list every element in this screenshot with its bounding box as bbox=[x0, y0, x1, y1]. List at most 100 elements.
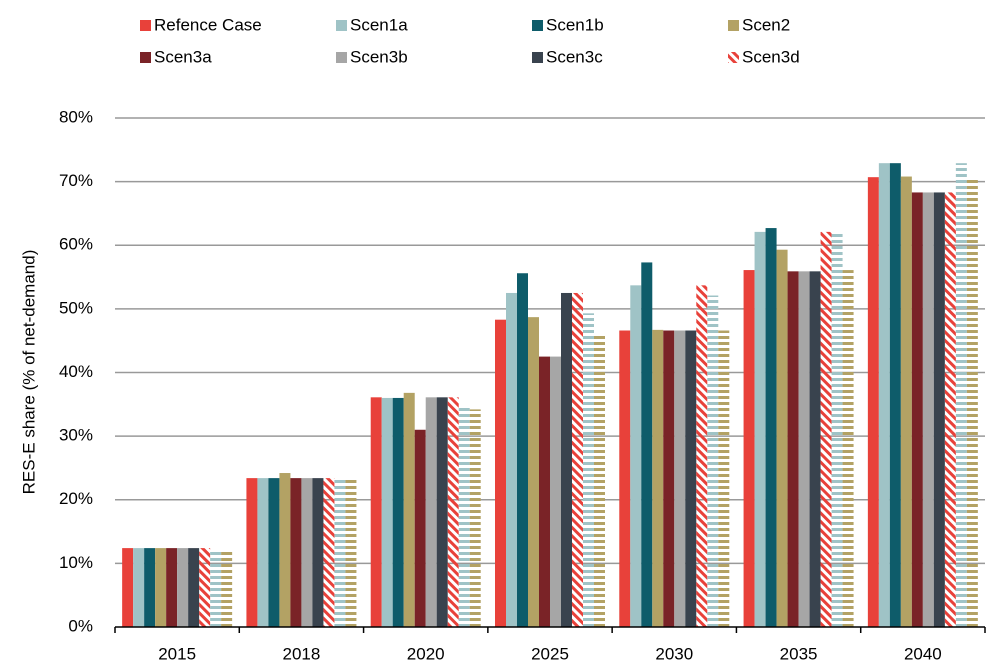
legend-label: Scen2 bbox=[742, 15, 790, 34]
bar bbox=[754, 231, 766, 628]
y-tick-label: 0% bbox=[68, 616, 93, 635]
legend-label: Scen3c bbox=[546, 47, 603, 66]
bar bbox=[743, 270, 755, 627]
bar bbox=[370, 397, 382, 627]
bar bbox=[630, 285, 642, 627]
bar bbox=[517, 273, 528, 627]
bar bbox=[663, 330, 675, 627]
legend-label: Scen1b bbox=[546, 15, 604, 34]
legend-label: Scen3b bbox=[350, 47, 408, 66]
bar bbox=[539, 356, 550, 627]
bar bbox=[425, 397, 437, 627]
bar bbox=[955, 163, 967, 627]
bar bbox=[199, 548, 211, 627]
y-tick-label: 50% bbox=[59, 298, 93, 317]
bar bbox=[707, 295, 719, 627]
bar bbox=[878, 163, 890, 627]
legend-swatch bbox=[532, 20, 543, 31]
bar bbox=[301, 478, 313, 627]
bar bbox=[572, 292, 583, 627]
bar bbox=[933, 192, 945, 627]
bar bbox=[889, 163, 901, 627]
bar bbox=[177, 548, 189, 627]
legend-swatch bbox=[140, 20, 151, 31]
bar bbox=[210, 549, 222, 627]
legend-label: Refence Case bbox=[154, 15, 262, 34]
bar bbox=[469, 409, 481, 627]
bar bbox=[144, 548, 156, 627]
y-axis-label: RES-E share (% of net-demand) bbox=[19, 250, 38, 495]
x-tick-label: 2030 bbox=[655, 644, 693, 663]
y-tick-label: 10% bbox=[59, 553, 93, 572]
legend-swatch bbox=[728, 52, 739, 63]
bar bbox=[798, 271, 810, 627]
x-tick-label: 2040 bbox=[904, 644, 942, 663]
bar bbox=[221, 549, 233, 627]
bar bbox=[414, 429, 426, 627]
x-tick-label: 2025 bbox=[531, 644, 569, 663]
bar bbox=[506, 292, 517, 627]
bar bbox=[966, 177, 978, 627]
bar bbox=[403, 392, 415, 627]
bar bbox=[944, 192, 956, 627]
bar bbox=[323, 478, 335, 627]
bar bbox=[900, 176, 912, 627]
legend-swatch bbox=[532, 52, 543, 63]
x-tick-label: 2020 bbox=[407, 644, 445, 663]
bar bbox=[776, 249, 788, 628]
bar bbox=[911, 192, 923, 627]
bar bbox=[809, 271, 821, 627]
bar bbox=[718, 330, 730, 627]
bar bbox=[641, 262, 653, 627]
legend-swatch bbox=[140, 52, 151, 63]
bar bbox=[334, 478, 346, 627]
bar bbox=[831, 231, 843, 628]
bar bbox=[122, 548, 134, 627]
bar bbox=[696, 285, 708, 627]
bar bbox=[550, 356, 561, 627]
bar bbox=[820, 231, 832, 628]
bar bbox=[619, 330, 631, 627]
bar bbox=[842, 270, 854, 627]
y-tick-label: 30% bbox=[59, 426, 93, 445]
bar bbox=[561, 292, 572, 627]
legend-label: Scen3a bbox=[154, 47, 212, 66]
bar bbox=[257, 478, 269, 627]
bar bbox=[188, 548, 200, 627]
y-tick-label: 60% bbox=[59, 235, 93, 254]
bar bbox=[652, 329, 664, 627]
legend-swatch bbox=[728, 20, 739, 31]
bar bbox=[166, 548, 178, 627]
bar bbox=[290, 478, 302, 627]
bar bbox=[155, 548, 167, 627]
bar bbox=[867, 177, 879, 627]
bar bbox=[133, 548, 145, 627]
bar bbox=[268, 478, 280, 627]
bar bbox=[279, 473, 291, 627]
bar bbox=[447, 397, 459, 627]
bar bbox=[381, 397, 393, 627]
bar bbox=[583, 313, 594, 627]
y-tick-label: 20% bbox=[59, 489, 93, 508]
x-tick-label: 2015 bbox=[158, 644, 196, 663]
legend-swatch bbox=[336, 20, 347, 31]
bar bbox=[765, 228, 777, 628]
y-tick-label: 70% bbox=[59, 171, 93, 190]
bar bbox=[392, 397, 404, 627]
bar bbox=[787, 271, 799, 627]
bar bbox=[495, 319, 506, 627]
bar bbox=[594, 334, 605, 627]
y-tick-label: 40% bbox=[59, 362, 93, 381]
x-tick-label: 2018 bbox=[283, 644, 321, 663]
bar bbox=[458, 407, 470, 627]
bar bbox=[246, 478, 258, 627]
legend-swatch bbox=[336, 52, 347, 63]
bar bbox=[528, 317, 539, 627]
bar bbox=[674, 330, 686, 627]
legend-label: Scen3d bbox=[742, 47, 800, 66]
x-tick-label: 2035 bbox=[780, 644, 818, 663]
bar bbox=[685, 330, 697, 627]
bar bbox=[345, 478, 357, 627]
y-tick-label: 80% bbox=[59, 107, 93, 126]
